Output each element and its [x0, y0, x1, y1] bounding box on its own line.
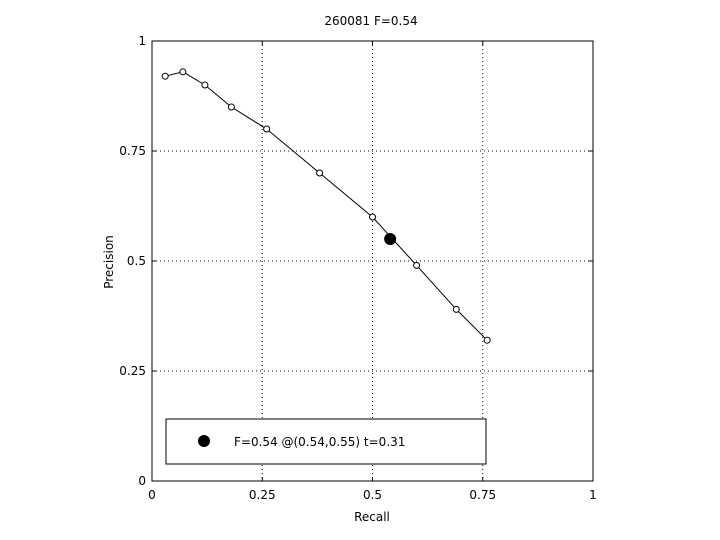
y-tick-label: 0	[138, 474, 146, 488]
y-axis-label: Precision	[102, 235, 116, 289]
chart-title: 260081 F=0.54	[324, 14, 417, 28]
legend-box: F=0.54 @(0.54,0.55) t=0.31	[165, 418, 487, 465]
data-point	[316, 169, 324, 177]
legend-label: F=0.54 @(0.54,0.55) t=0.31	[234, 435, 405, 449]
data-point	[201, 81, 209, 89]
data-point	[452, 305, 460, 313]
data-point	[483, 336, 491, 344]
y-tick-label: 1	[138, 34, 146, 48]
data-point	[161, 72, 169, 80]
series-line	[165, 71, 488, 341]
data-point	[179, 68, 187, 76]
data-point	[413, 261, 421, 269]
x-tick-label: 0.25	[249, 488, 276, 502]
y-tick-label: 0.75	[119, 144, 146, 158]
y-tick-label: 0.5	[127, 254, 146, 268]
legend-marker	[198, 435, 210, 447]
series-layer	[161, 68, 491, 344]
data-point	[263, 125, 271, 133]
legend-frame	[165, 418, 487, 465]
x-tick-label: 0.5	[363, 488, 382, 502]
x-tick-label: 0.75	[469, 488, 496, 502]
x-tick-label: 0	[148, 488, 156, 502]
x-axis-label: Recall	[354, 510, 390, 524]
axis-ticks: 0 0.25 0.5 0.75 1 0 0.25 0.5 0.75 1	[119, 34, 597, 502]
x-tick-label: 1	[589, 488, 597, 502]
data-point	[227, 103, 235, 111]
best-f-point	[384, 233, 397, 245]
y-tick-label: 0.25	[119, 364, 146, 378]
grid-lines	[152, 41, 593, 481]
data-point	[369, 213, 376, 221]
